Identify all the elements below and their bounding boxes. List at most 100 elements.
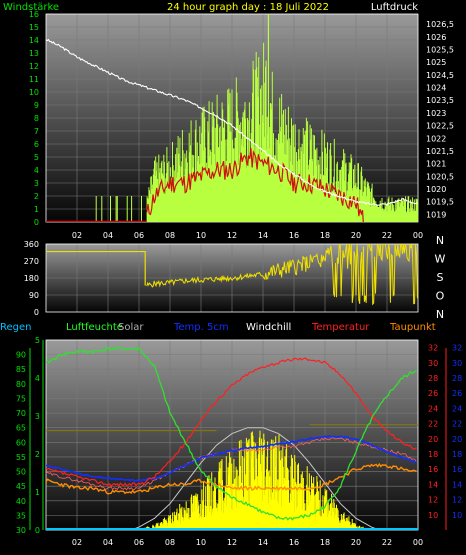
x-tick-label: 10 [196, 231, 206, 240]
temperature-tick-label: 28 [428, 374, 438, 383]
y-right-tick-label: 1026,5 [426, 20, 454, 29]
x-tick-label: 04 [103, 538, 113, 547]
y-left-tick-label: 15 [29, 23, 39, 32]
temperature-tick-label: 18 [428, 450, 438, 459]
x-tick-label: 00 [413, 538, 423, 547]
soil-temp-line [46, 435, 417, 482]
y-left-tick-label: 13 [29, 49, 39, 58]
header-left-label: Windstärke [3, 2, 59, 13]
temperature-tick-label: 24 [428, 404, 438, 413]
humidity-tick-label: 40 [16, 497, 26, 506]
soil-temp-tick-label: 16 [452, 465, 462, 474]
panel-temperature-humidity: 0123453035404550556065707580859010121416… [16, 336, 462, 547]
legend-solar: Solar [118, 322, 144, 333]
compass-label: N [436, 234, 444, 247]
legend-humidity: Luftfeuchte [66, 322, 123, 333]
y-right-tick-label: 1025 [426, 58, 446, 67]
humidity-tick-label: 30 [16, 526, 26, 535]
humidity-tick-label: 45 [16, 482, 26, 491]
wind-direction-flat [46, 250, 146, 286]
soil-temp-tick-label: 12 [452, 496, 462, 505]
x-tick-label: 16 [289, 231, 299, 240]
rain-tick-label: 2 [35, 450, 40, 459]
y-right-tick-label: 1019 [426, 210, 446, 219]
temperature-tick-label: 30 [428, 359, 438, 368]
rain-tick-label: 4 [35, 374, 40, 383]
y-right-tick-label: 1026 [426, 33, 446, 42]
wind-mean-line [146, 148, 364, 222]
temperature-tick-label: 10 [428, 511, 438, 520]
x-tick-label: 22 [382, 538, 392, 547]
compass-label: W [435, 253, 446, 266]
y-left-tick-label: 11 [29, 75, 39, 84]
y-left-tick-label: 16 [29, 10, 39, 19]
x-tick-label: 20 [351, 538, 361, 547]
panel-wind-pressure: 01234567891011121314151610191019,5102010… [29, 10, 454, 240]
humidity-tick-label: 65 [16, 424, 26, 433]
temperature-tick-label: 22 [428, 420, 438, 429]
y-right-tick-label: 1023,5 [426, 96, 454, 105]
solar-bars [139, 430, 372, 530]
humidity-tick-label: 50 [16, 468, 26, 477]
y-left-tick-label: 10 [29, 88, 39, 97]
y-right-tick-label: 1019,5 [426, 198, 454, 207]
y-right-tick-label: 1024 [426, 84, 446, 93]
x-tick-label: 14 [258, 538, 268, 547]
panel3-plot [46, 346, 418, 530]
humidity-tick-label: 35 [16, 511, 26, 520]
x-tick-label: 08 [165, 538, 175, 547]
soil-temp-tick-label: 30 [452, 359, 462, 368]
rain-tick-label: 5 [35, 336, 40, 345]
y-left-tick-label: 0 [34, 218, 39, 227]
x-tick-label: 18 [320, 231, 330, 240]
x-tick-label: 14 [258, 231, 268, 240]
y-left-tick-label: 14 [29, 36, 39, 45]
humidity-tick-label: 55 [16, 453, 26, 462]
x-tick-label: 06 [134, 231, 144, 240]
y-left-tick-label: 3 [34, 179, 39, 188]
y-left-tick-label: 360 [24, 240, 39, 249]
y-right-tick-label: 1020 [426, 185, 446, 194]
x-tick-label: 20 [351, 231, 361, 240]
y-right-tick-label: 1021 [426, 160, 446, 169]
soil-temp-tick-label: 28 [452, 374, 462, 383]
temperature-tick-label: 26 [428, 389, 438, 398]
y-left-tick-label: 12 [29, 62, 39, 71]
y-left-tick-label: 8 [34, 114, 39, 123]
humidity-tick-label: 90 [16, 351, 26, 360]
temperature-line [46, 357, 417, 487]
temperature-tick-label: 12 [428, 496, 438, 505]
temperature-tick-label: 32 [428, 344, 438, 353]
x-tick-label: 08 [165, 231, 175, 240]
y-left-tick-label: 1 [34, 205, 39, 214]
y-left-tick-label: 7 [34, 127, 39, 136]
y-left-tick-label: 9 [34, 101, 39, 110]
soil-temp-tick-label: 22 [452, 420, 462, 429]
solar-max-line [131, 427, 387, 530]
soil-temp-tick-label: 14 [452, 480, 462, 489]
wind-direction-line [146, 244, 418, 306]
soil-temp-tick-label: 18 [452, 450, 462, 459]
panel2-plot [46, 244, 418, 306]
x-tick-label: 02 [72, 538, 82, 547]
temperature-tick-label: 20 [428, 435, 438, 444]
soil-temp-tick-label: 20 [452, 435, 462, 444]
y-right-tick-label: 1022,5 [426, 122, 454, 131]
header-right-label: Luftdruck [371, 2, 418, 13]
dewpoint-line [46, 462, 417, 495]
legend-rain: Regen [0, 322, 32, 333]
y-left-tick-label: 180 [24, 274, 39, 283]
legend-dewpoint: Taupunkt [389, 322, 436, 333]
y-right-tick-label: 1024,5 [426, 71, 454, 80]
soil-temp-tick-label: 24 [452, 404, 462, 413]
panel2-frame [45, 243, 419, 313]
humidity-tick-label: 80 [16, 380, 26, 389]
x-tick-label: 02 [72, 231, 82, 240]
x-tick-label: 04 [103, 231, 113, 240]
y-right-tick-label: 1022 [426, 134, 446, 143]
humidity-tick-label: 60 [16, 438, 26, 447]
x-tick-label: 16 [289, 538, 299, 547]
